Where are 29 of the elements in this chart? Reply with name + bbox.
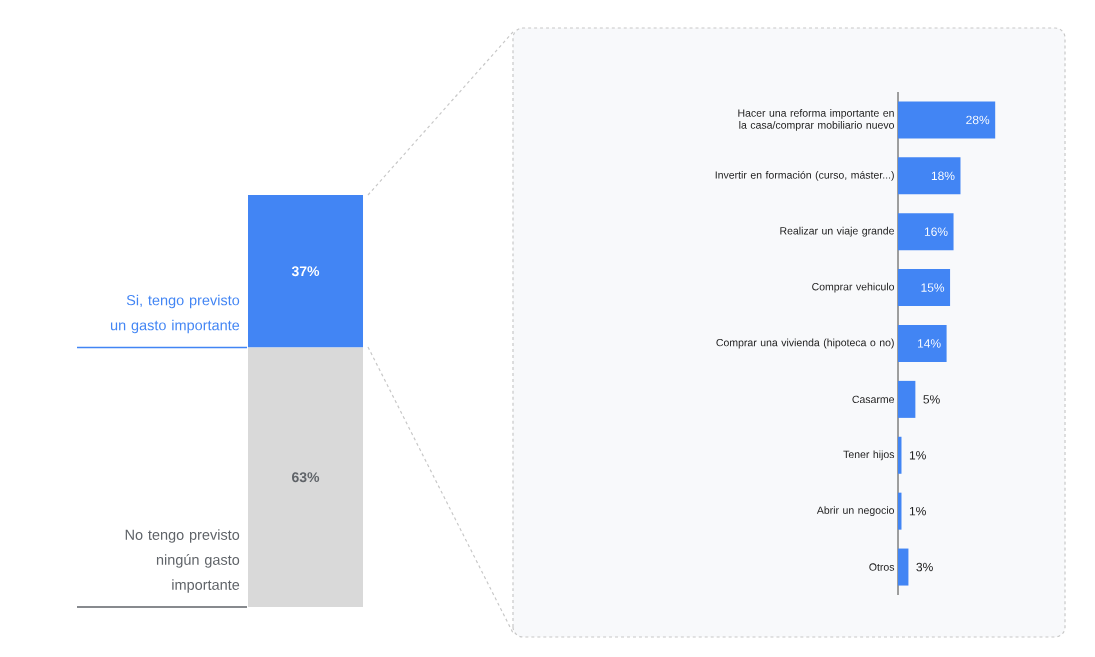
data-label: 1% [909, 506, 926, 516]
data-label: 63% [292, 472, 320, 483]
y-tick-label: Comprar una vivienda (hipoteca o no) [716, 338, 894, 349]
data-label: 28% [966, 115, 990, 125]
y-tick-label: Realizar un viaje grande [780, 226, 894, 237]
series-label: Si, tengo previsto un gasto importante [110, 294, 240, 334]
data-label: 15% [921, 283, 945, 292]
bar [898, 548, 909, 586]
bar [898, 157, 961, 195]
y-tick-label: Abrir un negocio [816, 506, 895, 517]
data-label: 3% [916, 562, 933, 572]
bar [898, 101, 996, 139]
bar [898, 324, 947, 362]
bar [898, 213, 954, 251]
y-tick-label: Comprar vehiculo [812, 282, 895, 293]
data-label: 14% [917, 339, 941, 348]
data-label: 1% [909, 451, 926, 460]
bar [898, 269, 951, 307]
y-tick-label: Casarme [852, 395, 895, 404]
y-tick-label: Hacer una reforma importante en la casa/comprar mobiliario nuevo [738, 109, 895, 131]
y-tick-label: Invertir en formación (curso, máster...) [715, 170, 894, 181]
y-tick-label: Otros [869, 563, 895, 571]
bar [898, 380, 916, 418]
y-tick-label: Tener hijos [843, 450, 895, 461]
series-label: No tengo previsto ningún gasto importante [125, 529, 240, 593]
data-label: 37% [291, 266, 320, 277]
data-label: 5% [923, 395, 940, 404]
data-label: 16% [924, 227, 948, 236]
data-label: 18% [931, 171, 955, 181]
